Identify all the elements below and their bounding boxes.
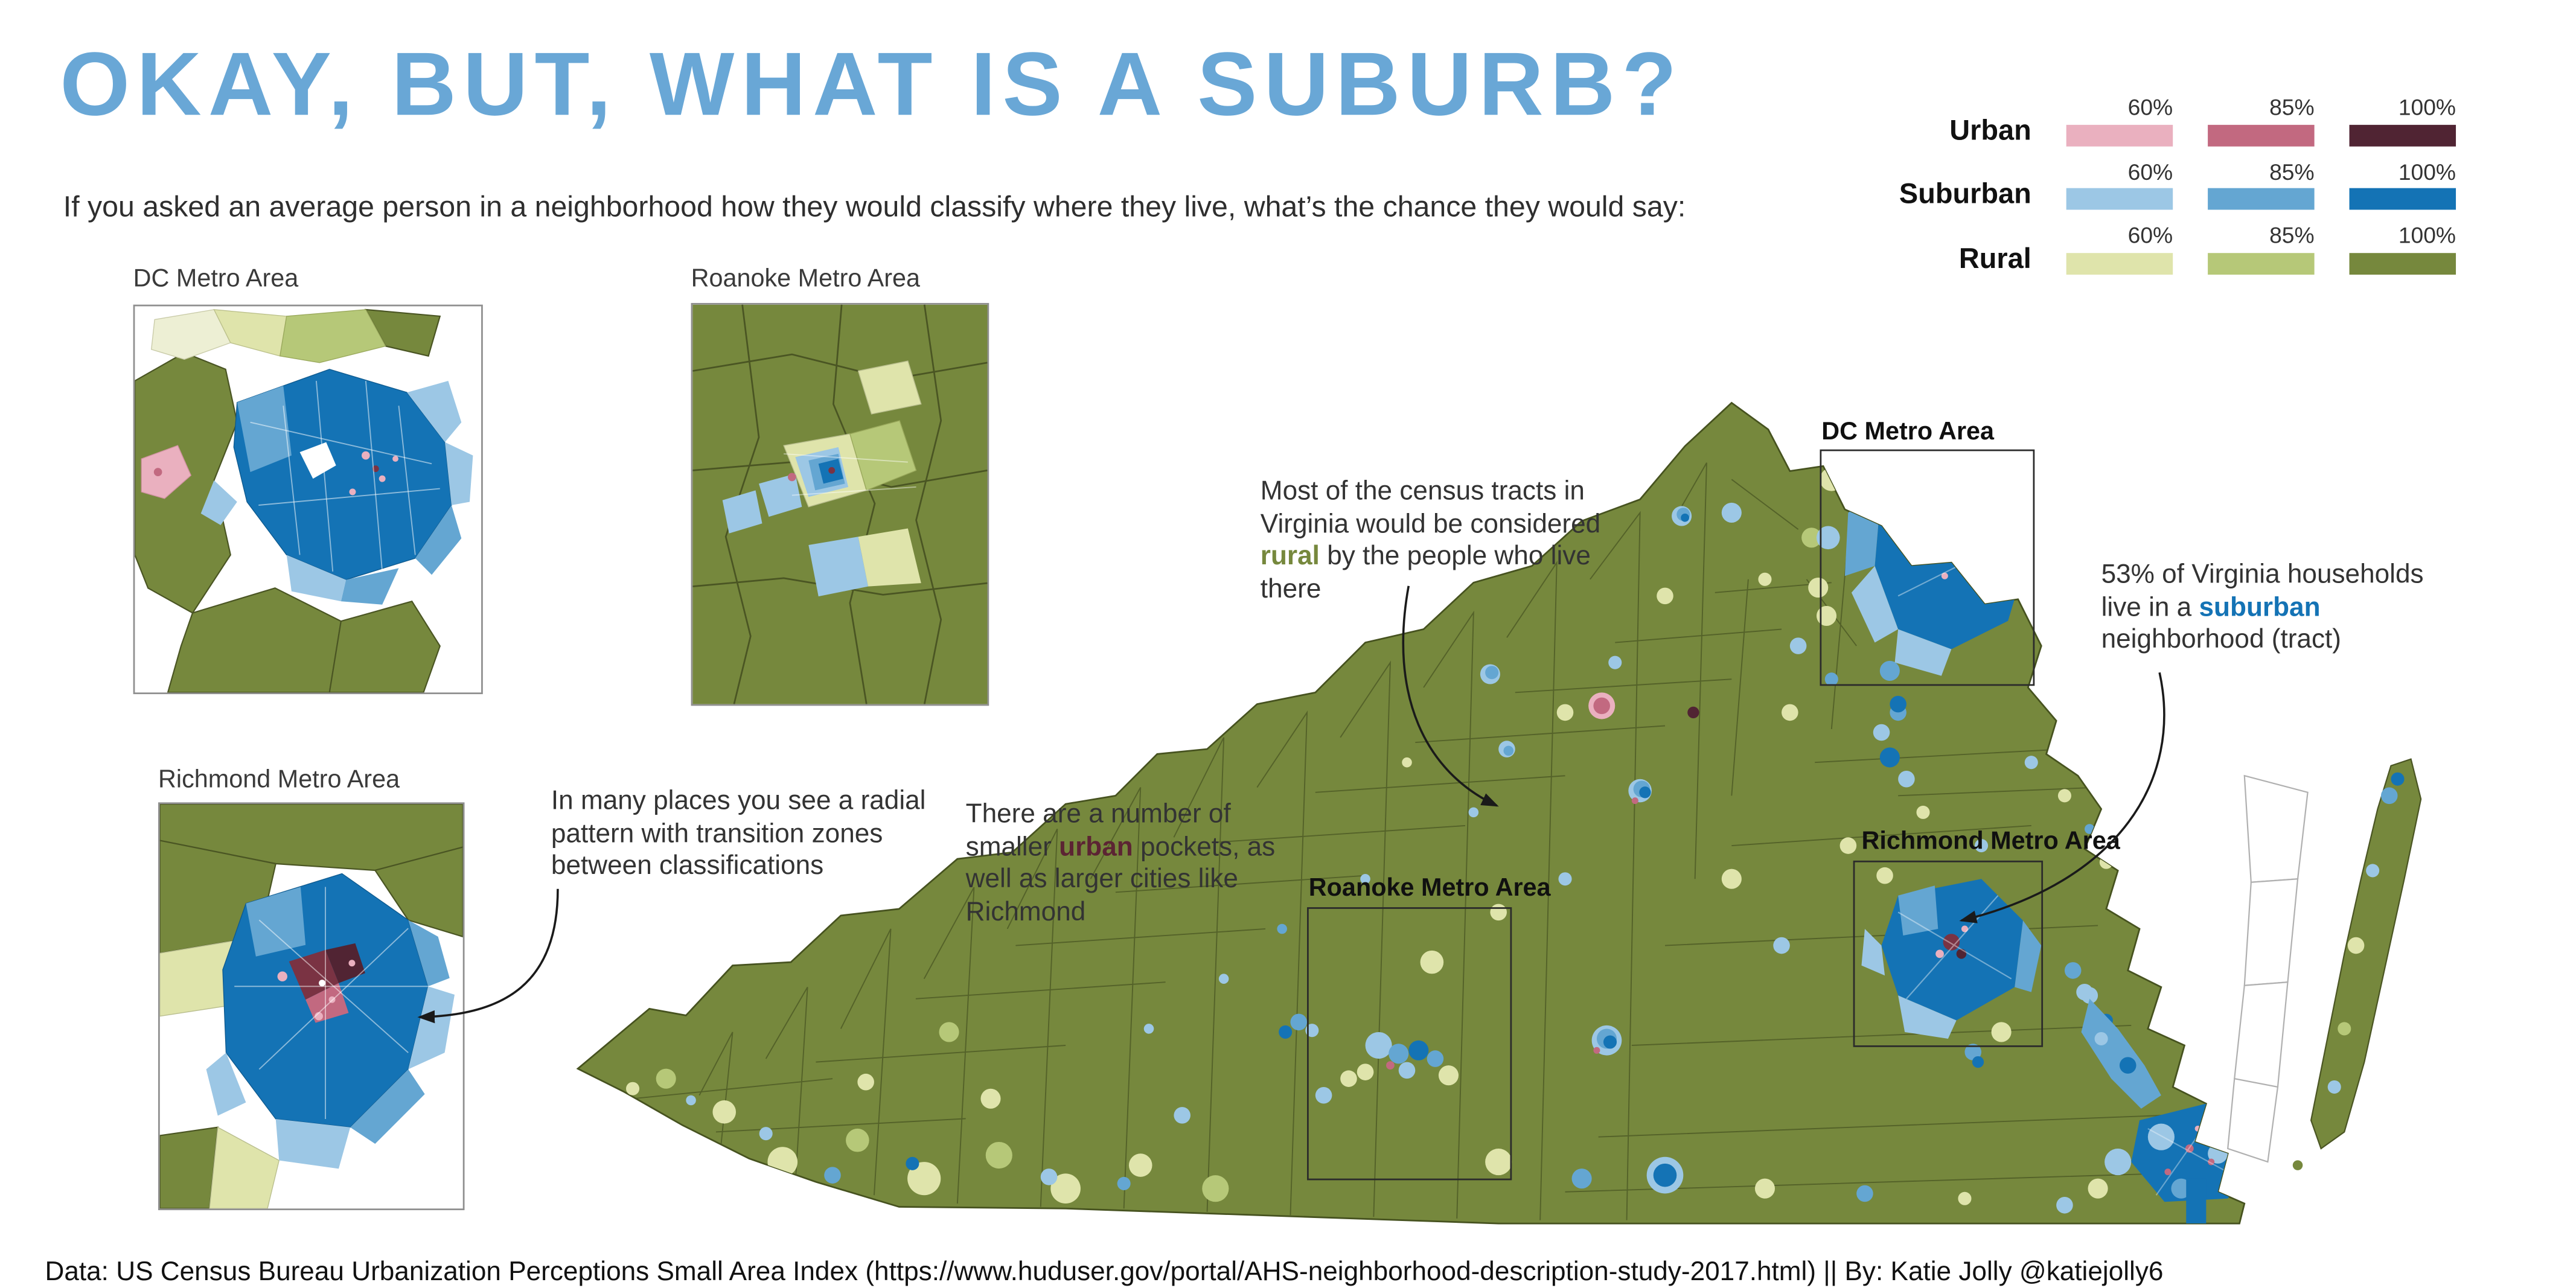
annotation-rural: Most of the census tracts in Virginia wo… bbox=[1260, 477, 1601, 604]
dc-inset-map bbox=[133, 304, 483, 695]
legend-row-urban: Urban 60% 85% 100% bbox=[1878, 95, 2456, 146]
legend-label-rural: Rural bbox=[1958, 242, 2031, 275]
virginia-map bbox=[566, 380, 2440, 1245]
richmond-inset-label: Richmond Metro Area bbox=[158, 765, 400, 794]
legend-pct: 100% bbox=[2398, 223, 2456, 248]
keyword-suburban: suburban bbox=[2199, 593, 2321, 622]
legend-swatch-suburban-60 bbox=[2066, 188, 2173, 210]
eastern-shore bbox=[2292, 758, 2422, 1170]
legend-swatch-rural-85 bbox=[2208, 252, 2315, 274]
legend-pct: 60% bbox=[2127, 95, 2173, 120]
legend-label-suburban: Suburban bbox=[1899, 178, 2031, 210]
legend-pct: 85% bbox=[2269, 223, 2315, 248]
legend-swatch-urban-85 bbox=[2208, 124, 2315, 146]
legend-pct: 85% bbox=[2269, 159, 2315, 184]
keyword-urban: urban bbox=[1059, 833, 1133, 862]
annotation-suburban: 53% of Virginia households live in a sub… bbox=[2101, 561, 2424, 654]
legend-pct: 60% bbox=[2127, 223, 2173, 248]
roanoke-inset-label: Roanoke Metro Area bbox=[691, 264, 921, 293]
hampton-roads-cluster bbox=[2076, 983, 2245, 1224]
annotation-radial: In many places you see a radial pattern … bbox=[551, 787, 926, 881]
footer-credit: Data: US Census Bureau Urbanization Perc… bbox=[45, 1258, 2164, 1287]
dc-map-label: DC Metro Area bbox=[1821, 418, 1995, 447]
legend-label-urban: Urban bbox=[1949, 114, 2031, 146]
legend-swatch-suburban-100 bbox=[2349, 188, 2456, 210]
roanoke-map-label: Roanoke Metro Area bbox=[1308, 873, 1551, 902]
legend-pct: 100% bbox=[2398, 159, 2456, 184]
legend-pct: 100% bbox=[2398, 95, 2456, 120]
legend-pct: 85% bbox=[2269, 95, 2315, 120]
roanoke-metro-outline bbox=[1307, 907, 1512, 1181]
legend-swatch-rural-60 bbox=[2066, 252, 2173, 274]
roanoke-inset-map bbox=[691, 302, 989, 706]
legend-swatch-suburban-85 bbox=[2208, 188, 2315, 210]
richmond-inset-map bbox=[158, 802, 465, 1211]
legend-pct: 60% bbox=[2127, 159, 2173, 184]
legend-row-rural: Rural 60% 85% 100% bbox=[1878, 223, 2456, 275]
richmond-metro-outline bbox=[1853, 860, 2044, 1047]
legend-swatch-urban-60 bbox=[2066, 124, 2173, 146]
legend-swatch-urban-100 bbox=[2349, 124, 2456, 146]
richmond-map-label: Richmond Metro Area bbox=[1861, 827, 2120, 856]
legend-swatch-rural-100 bbox=[2349, 252, 2456, 274]
legend-row-suburban: Suburban 60% 85% 100% bbox=[1878, 159, 2456, 210]
page-title: OKAY, BUT, WHAT IS A SUBURB? bbox=[60, 34, 1684, 135]
dc-inset-label: DC Metro Area bbox=[133, 264, 299, 293]
legend: Urban 60% 85% 100% Suburban 60% 85% bbox=[1878, 97, 2456, 289]
bay-tracts bbox=[2227, 774, 2309, 1163]
keyword-rural: rural bbox=[1260, 543, 1320, 572]
dc-metro-outline bbox=[1820, 449, 2035, 686]
subtitle: If you asked an average person in a neig… bbox=[63, 190, 1686, 223]
annotation-urban: There are a number of smaller urban pock… bbox=[965, 800, 1276, 926]
